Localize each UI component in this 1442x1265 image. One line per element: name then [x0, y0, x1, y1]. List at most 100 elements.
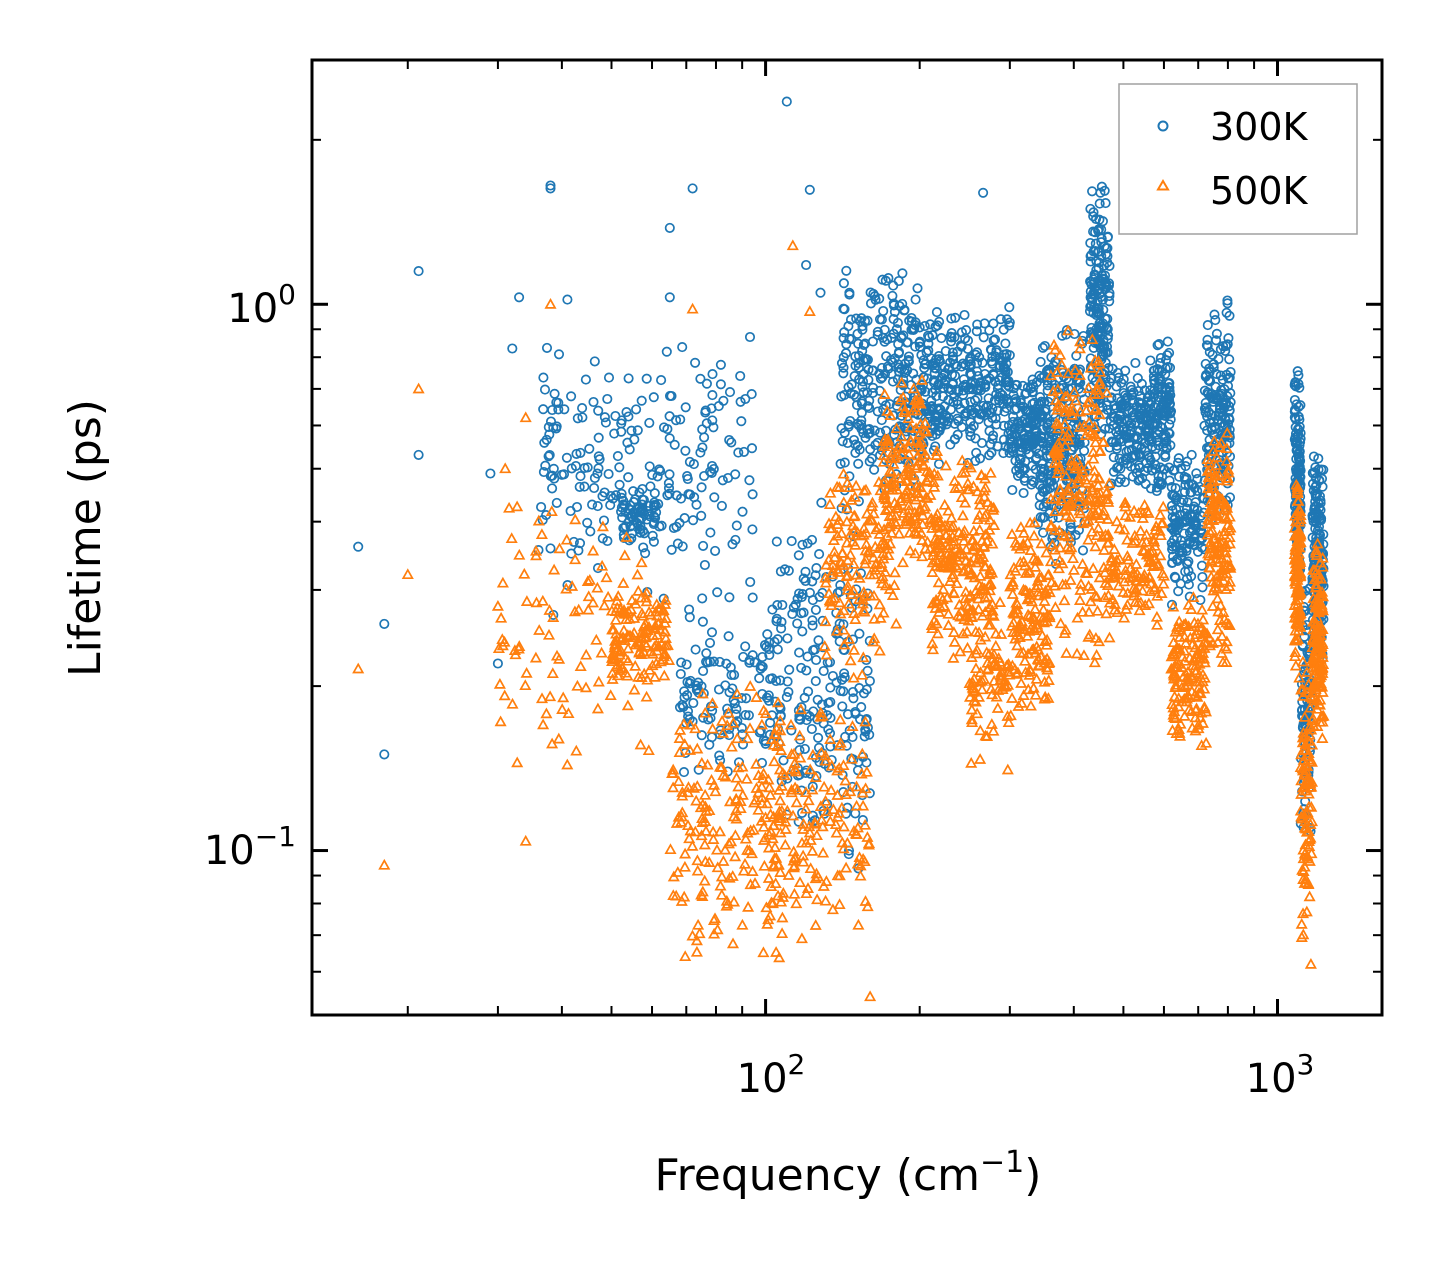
- data-point-500K: [771, 889, 785, 901]
- data-point-300K: [548, 609, 559, 620]
- data-point-300K: [683, 489, 694, 500]
- data-point-300K: [960, 411, 971, 422]
- data-point-500K: [498, 689, 511, 701]
- data-point-300K: [1217, 411, 1228, 422]
- data-point-300K: [858, 387, 869, 398]
- data-point-500K: [845, 752, 858, 764]
- data-point-500K: [691, 742, 704, 754]
- data-point-500K: [1189, 666, 1202, 678]
- data-point-300K: [747, 489, 758, 500]
- data-point-500K: [1295, 788, 1308, 799]
- data-point-300K: [893, 339, 904, 350]
- data-point-300K: [672, 538, 683, 549]
- data-point-500K: [923, 466, 936, 478]
- data-point-500K: [768, 841, 782, 852]
- data-point-500K: [983, 568, 996, 580]
- data-point-300K: [995, 314, 1006, 325]
- data-point-300K: [1201, 402, 1212, 413]
- data-point-300K: [844, 287, 855, 298]
- data-point-500K: [826, 903, 839, 915]
- data-point-500K: [698, 874, 711, 886]
- data-point-300K: [831, 677, 842, 688]
- data-point-500K: [1218, 503, 1231, 515]
- data-point-500K: [752, 769, 765, 781]
- data-point-300K: [883, 273, 894, 284]
- data-point-500K: [692, 918, 705, 930]
- data-point-500K: [1173, 631, 1186, 642]
- data-point-500K: [727, 716, 740, 728]
- data-point-500K: [569, 513, 582, 525]
- data-point-300K: [853, 358, 864, 369]
- data-point-500K: [708, 912, 722, 924]
- data-point-500K: [547, 611, 560, 622]
- data-point-500K: [1027, 610, 1040, 622]
- data-point-500K: [860, 526, 873, 538]
- data-point-300K: [1130, 357, 1141, 369]
- data-point-300K: [636, 395, 647, 406]
- data-point-500K: [858, 484, 871, 496]
- data-point-500K: [706, 722, 719, 734]
- data-point-500K: [529, 544, 543, 556]
- data-point-500K: [657, 604, 670, 615]
- data-point-500K: [913, 437, 926, 448]
- data-point-300K: [978, 332, 989, 343]
- data-point-500K: [820, 648, 833, 660]
- data-point-300K: [678, 767, 690, 778]
- data-point-500K: [930, 445, 944, 456]
- data-point-300K: [839, 327, 850, 338]
- data-point-500K: [857, 528, 870, 540]
- data-point-300K: [976, 437, 988, 449]
- data-point-300K: [648, 536, 659, 547]
- data-point-500K: [1180, 692, 1194, 704]
- data-point-300K: [813, 635, 824, 646]
- data-point-500K: [931, 555, 944, 567]
- data-point-300K: [1289, 412, 1300, 423]
- data-point-500K: [638, 626, 651, 637]
- data-point-500K: [1166, 724, 1179, 735]
- data-point-300K: [1173, 453, 1184, 464]
- data-point-500K: [707, 825, 720, 837]
- data-point-500K: [957, 627, 970, 639]
- data-point-300K: [661, 346, 672, 357]
- data-point-500K: [949, 559, 962, 571]
- data-point-300K: [847, 686, 859, 698]
- data-point-300K: [623, 373, 634, 384]
- data-point-300K: [1200, 397, 1211, 408]
- data-point-500K: [897, 506, 910, 518]
- data-point-500K: [1212, 605, 1225, 617]
- data-point-500K: [973, 498, 986, 510]
- data-point-300K: [947, 351, 959, 362]
- data-point-500K: [907, 404, 920, 416]
- data-point-300K: [1317, 481, 1328, 492]
- data-point-300K: [1000, 338, 1011, 349]
- data-point-500K: [844, 785, 857, 797]
- data-point-300K: [729, 669, 740, 680]
- data-point-300K: [898, 374, 909, 385]
- data-point-300K: [1099, 241, 1110, 252]
- data-point-500K: [822, 587, 836, 599]
- data-point-500K: [861, 831, 874, 842]
- data-point-500K: [1154, 508, 1167, 520]
- data-point-300K: [705, 466, 716, 477]
- data-point-300K: [747, 524, 758, 535]
- data-point-500K: [1090, 402, 1103, 413]
- data-point-500K: [894, 440, 907, 452]
- data-point-500K: [847, 557, 860, 569]
- data-point-300K: [843, 382, 854, 393]
- data-point-300K: [949, 418, 960, 429]
- data-point-500K: [847, 643, 861, 655]
- data-point-500K: [618, 549, 631, 561]
- data-point-300K: [705, 527, 716, 538]
- data-point-300K: [543, 451, 554, 462]
- data-point-300K: [744, 475, 755, 486]
- data-point-500K: [1185, 603, 1198, 614]
- data-point-500K: [1089, 540, 1102, 552]
- data-point-300K: [746, 389, 757, 400]
- data-point-300K: [946, 336, 957, 347]
- data-point-300K: [727, 539, 738, 550]
- data-point-500K: [965, 703, 978, 715]
- data-point-300K: [714, 656, 725, 667]
- data-point-300K: [624, 444, 635, 455]
- data-point-300K: [1203, 375, 1214, 386]
- data-point-500K: [493, 677, 506, 689]
